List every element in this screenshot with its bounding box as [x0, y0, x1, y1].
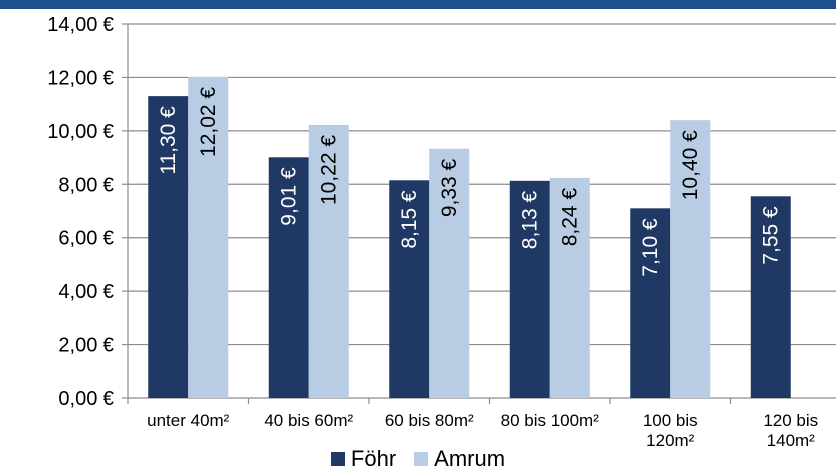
legend: Föhr Amrum — [0, 446, 836, 472]
bar-föhr — [509, 180, 550, 398]
bar-föhr — [268, 157, 309, 398]
data-label: 7,10 € — [639, 218, 662, 277]
bar-föhr — [630, 208, 671, 398]
y-tick-label: 4,00 € — [58, 281, 114, 303]
legend-label-amrum: Amrum — [434, 446, 506, 471]
x-category-label: 120 bis — [763, 411, 818, 430]
data-label: 7,55 € — [760, 206, 783, 265]
bar-amrum — [549, 177, 590, 398]
legend-swatch-amrum — [414, 452, 429, 466]
bar-amrum — [308, 124, 349, 398]
legend-label-foehr: Föhr — [350, 446, 397, 471]
y-tick-label: 2,00 € — [58, 335, 114, 357]
data-label: 11,30 € — [157, 106, 180, 175]
x-category-label: 120m² — [646, 431, 695, 450]
data-label: 8,13 € — [519, 190, 542, 249]
x-category-label: 140m² — [767, 431, 816, 450]
bar-föhr — [389, 180, 430, 398]
legend-swatch-foehr — [330, 452, 345, 466]
bar-föhr — [750, 196, 791, 398]
legend-item-foehr: Föhr — [330, 446, 397, 472]
data-label: 9,33 € — [438, 158, 461, 217]
bar-amrum — [670, 120, 711, 399]
y-tick-label: 6,00 € — [58, 228, 114, 250]
data-label: 10,40 € — [679, 130, 702, 200]
header-band — [0, 0, 836, 9]
data-label: 10,22 € — [318, 135, 341, 205]
x-category-label: 80 bis 100m² — [501, 411, 600, 430]
y-tick-label: 10,00 € — [47, 121, 114, 143]
bar-amrum — [429, 148, 470, 398]
legend-item-amrum: Amrum — [414, 446, 505, 472]
bar-amrum — [188, 76, 229, 398]
y-tick-label: 14,00 € — [47, 14, 114, 36]
y-tick-label: 8,00 € — [58, 174, 114, 196]
data-label: 9,01 € — [278, 167, 301, 226]
x-category-label: 100 bis — [643, 411, 698, 430]
data-label: 8,24 € — [559, 188, 582, 247]
y-tick-label: 0,00 € — [58, 388, 114, 410]
y-tick-label: 12,00 € — [47, 67, 114, 89]
x-category-label: 60 bis 80m² — [385, 411, 474, 430]
data-label: 12,02 € — [197, 87, 220, 157]
bar-föhr — [148, 96, 189, 398]
x-category-label: 40 bis 60m² — [264, 411, 353, 430]
x-category-label: unter 40m² — [147, 411, 230, 430]
data-label: 8,15 € — [398, 190, 421, 249]
